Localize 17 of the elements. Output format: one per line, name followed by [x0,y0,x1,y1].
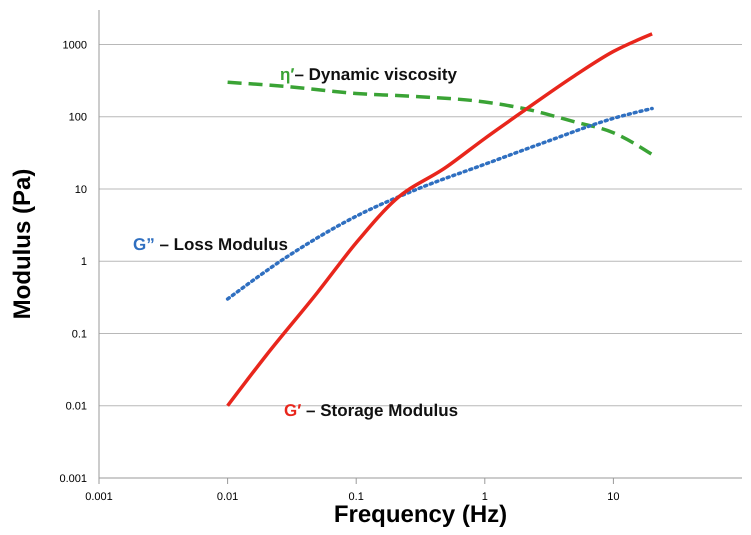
y-tick-label: 0.001 [59,473,87,485]
series-label: G” – Loss Modulus [133,235,288,254]
series-label: η′– Dynamic viscosity [280,65,458,84]
x-tick-label: 10 [607,491,620,503]
x-tick-label: 0.1 [348,491,364,503]
x-axis-title: Frequency (Hz) [334,501,508,528]
y-tick-label: 10 [74,184,87,196]
y-tick-label: 1 [80,256,87,268]
y-tick-label: 1000 [62,39,87,52]
x-tick-label: 0.01 [216,491,238,503]
x-tick-label: 0.001 [85,491,113,503]
x-tick-label: 1 [482,491,488,503]
y-axis-title: Modulus (Pa) [9,168,36,320]
y-tick-label: 0.01 [66,400,87,413]
y-tick-label: 100 [68,112,87,124]
text: G′ – Storage Modulus [284,401,458,420]
y-tick-label: 0.1 [72,328,87,340]
